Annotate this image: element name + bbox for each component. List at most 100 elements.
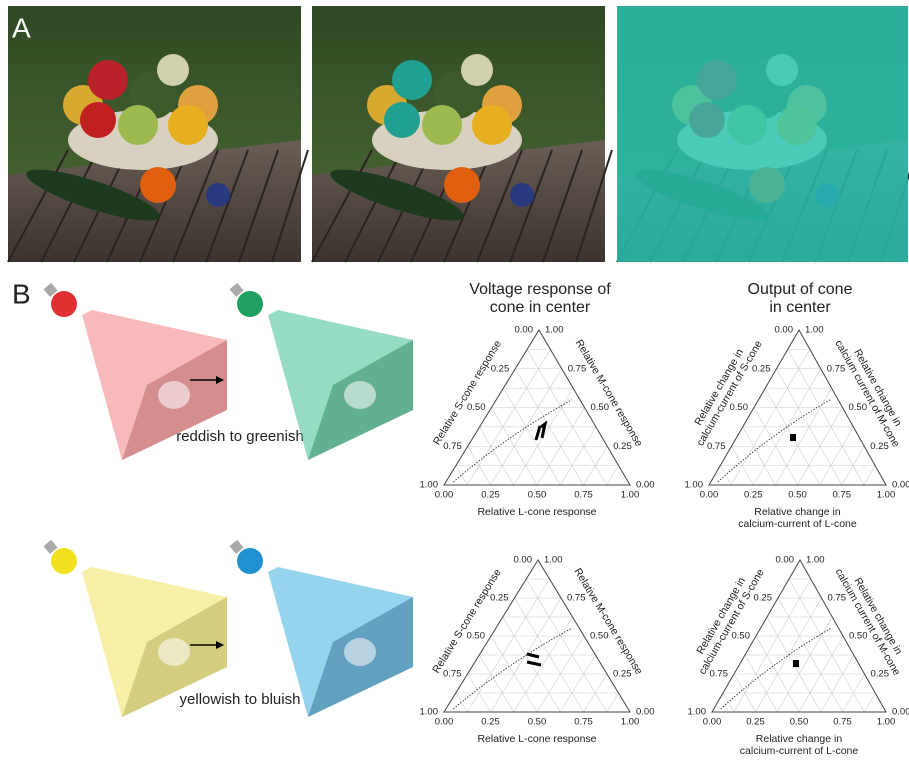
shift-mark [793,660,799,667]
tick-label: 0.75 [568,363,587,374]
tick-label: 0.50 [590,631,609,642]
tick-label: 0.75 [574,490,593,501]
triangle [443,559,631,713]
locus [453,628,572,710]
fruit [80,102,116,138]
tick-label: 0.50 [467,631,486,642]
table-slat [7,149,69,263]
tick-label: 0.00 [775,325,794,336]
axis-label: Relative M-cone response [571,566,645,677]
axis-label: calcium-current of L-cone [738,518,857,530]
fruit [157,54,189,86]
fruit [206,183,230,207]
grid-line [775,387,832,486]
axis-label: Relative S-cone response [431,338,504,447]
tick-label: 0.25 [752,363,771,374]
fruit [444,167,480,203]
tick-label: 0.00 [636,707,655,718]
tick-label: 0.50 [528,717,547,728]
grid-line [526,349,608,486]
grid-line [503,387,561,486]
tick-label: 0.00 [636,480,655,491]
locus [720,628,831,710]
axis-label: calcium current of M-cone [833,567,903,678]
table-slat [205,149,249,263]
axis-label: Relative S-cone response [430,567,504,676]
tick-label: 0.75 [574,717,593,728]
tick-label: 0.25 [871,669,890,680]
grid-line [730,349,811,486]
grid-line [744,654,778,713]
table-slat [271,149,309,263]
plot-title: Output of cone [748,281,853,298]
bulb-base [43,282,58,297]
tick-label: 0.25 [613,441,632,452]
grid-line [466,578,550,713]
tick-label: 1.00 [806,555,825,566]
grid-line [479,426,515,486]
caption: reddish to greenish [176,428,304,445]
axis-label: Relative L-cone response [477,733,596,745]
grid-line [606,692,619,713]
tick-label: 1.00 [877,717,896,728]
grid-line [863,692,876,713]
triangle [443,329,631,486]
axis-label: Relative change in [754,506,841,518]
grid-line [742,426,776,486]
panel-label: B [12,278,31,309]
tick-label: 0.75 [833,490,852,501]
locus [717,399,831,483]
bulb [51,548,77,574]
plot-title: Voltage response of [469,281,611,298]
tick-label: 0.50 [788,490,807,501]
grid-line [820,654,855,713]
fruit [140,167,176,203]
grid-line [478,654,515,713]
arrow-head [216,641,224,649]
tint [617,6,908,262]
tick-label: 0.75 [828,593,847,604]
grid-line [606,465,619,486]
grid-line [502,616,561,713]
grid-line [559,426,597,486]
photo [7,6,309,263]
table-slat [172,149,219,263]
tick-label: 1.00 [688,707,707,718]
tick-label: 0.50 [849,402,868,413]
grid-line [776,616,833,713]
table-slat [344,149,403,263]
panel-label: A [12,12,31,43]
tick-label: 1.00 [621,717,640,728]
bulb [51,291,77,317]
bulb [237,291,263,317]
tick-label: 0.00 [435,490,454,501]
tick-label: 1.00 [545,325,564,336]
fruit [88,60,128,100]
tick-label: 0.50 [732,631,751,642]
table-slat [476,149,523,263]
table-slat [238,149,279,263]
table-slat [575,149,613,263]
plot-title: cone in center [490,299,591,316]
axis-label: calcium-current of S-cone [696,567,766,677]
tick-label: 0.75 [443,669,462,680]
axis-label: calcium current of M-cone [832,338,902,449]
bulb-base [229,282,244,297]
bulb-base [43,539,58,554]
triangle [711,558,887,713]
caption: yellowish to bluish [180,691,301,708]
triangle [708,328,887,486]
cucumber [26,169,160,221]
fruit [118,105,158,145]
table-slat [311,149,373,263]
grid-line [525,578,608,713]
fruit [461,54,493,86]
tick-label: 0.50 [528,490,547,501]
table-slat [40,149,99,263]
shift-mark [534,420,548,441]
tick-label: 0.00 [892,707,909,718]
tick-label: 0.75 [707,441,726,452]
tick-label: 0.00 [892,480,909,491]
axis-label: Relative change in [756,733,843,745]
